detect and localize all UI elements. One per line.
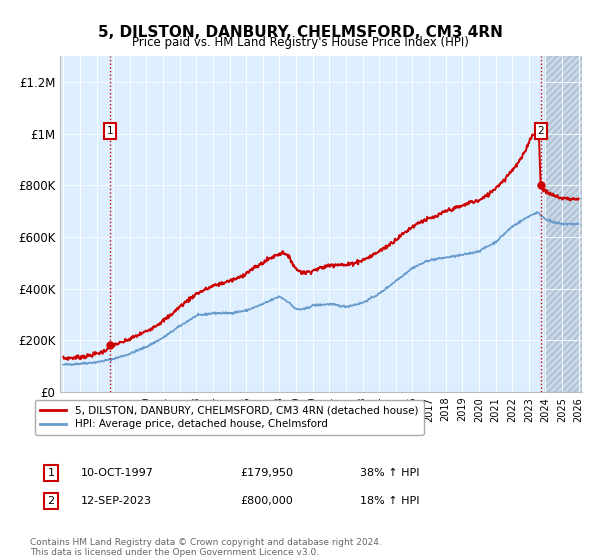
- Text: £179,950: £179,950: [240, 468, 293, 478]
- Text: 12-SEP-2023: 12-SEP-2023: [81, 496, 152, 506]
- Legend: 5, DILSTON, DANBURY, CHELMSFORD, CM3 4RN (detached house), HPI: Average price, d: 5, DILSTON, DANBURY, CHELMSFORD, CM3 4RN…: [35, 400, 424, 435]
- Text: 1: 1: [106, 126, 113, 136]
- Text: 10-OCT-1997: 10-OCT-1997: [81, 468, 154, 478]
- Bar: [545, 56, 582, 392]
- Text: 2: 2: [47, 496, 55, 506]
- Text: Price paid vs. HM Land Registry's House Price Index (HPI): Price paid vs. HM Land Registry's House …: [131, 36, 469, 49]
- Text: 1: 1: [47, 468, 55, 478]
- Text: 18% ↑ HPI: 18% ↑ HPI: [360, 496, 419, 506]
- Text: 5, DILSTON, DANBURY, CHELMSFORD, CM3 4RN: 5, DILSTON, DANBURY, CHELMSFORD, CM3 4RN: [98, 25, 502, 40]
- Text: 2: 2: [537, 126, 544, 136]
- Text: 38% ↑ HPI: 38% ↑ HPI: [360, 468, 419, 478]
- Text: £800,000: £800,000: [240, 496, 293, 506]
- Text: Contains HM Land Registry data © Crown copyright and database right 2024.
This d: Contains HM Land Registry data © Crown c…: [30, 538, 382, 557]
